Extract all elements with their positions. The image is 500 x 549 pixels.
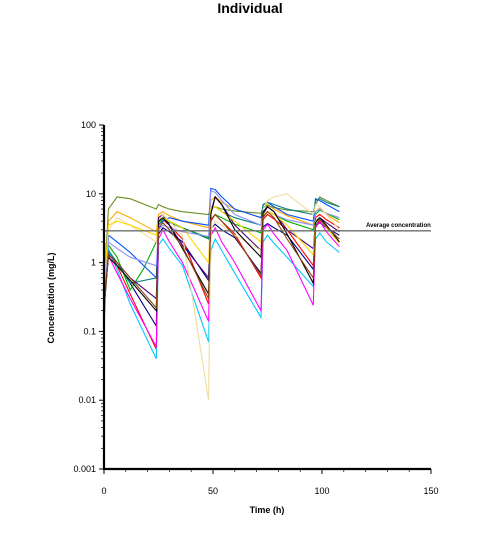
y-tick-label-5: 10 [86,189,96,199]
series-line-1 [103,222,340,335]
x-tick-label-4: 150 [423,486,438,496]
series-line-15 [103,210,340,311]
y-axis-label: Concentration (mg/L) [46,253,56,344]
chart-title: Individual [217,0,283,16]
y-tick-label-4: 1 [91,258,96,268]
x-axis-label: Time (h) [250,505,285,515]
average-concentration-label: Average concentration [366,223,431,229]
y-tick-label-1: 0.001 [73,464,96,474]
series-line-12 [103,193,340,401]
x-tick-label-2: 50 [208,486,218,496]
y-tick-label-2: 0.01 [78,395,96,405]
y-tick-label-3: 0.1 [83,326,96,336]
x-tick-label-1: 0 [101,486,106,496]
series-line-13 [103,206,340,291]
series-line-4 [103,220,340,349]
x-tick-label-3: 100 [314,486,329,496]
series-line-3 [103,231,340,360]
series-line-9 [103,198,340,299]
reference-layer: Average concentration [104,223,431,232]
series-line-8 [103,187,340,299]
y-tick-label-6: 100 [81,120,96,130]
series-line-11 [103,190,340,299]
series-layer [103,187,340,401]
axes-layer: 0.001 0.01 0.1 1 10 100 0 50 100 150 [73,120,438,496]
